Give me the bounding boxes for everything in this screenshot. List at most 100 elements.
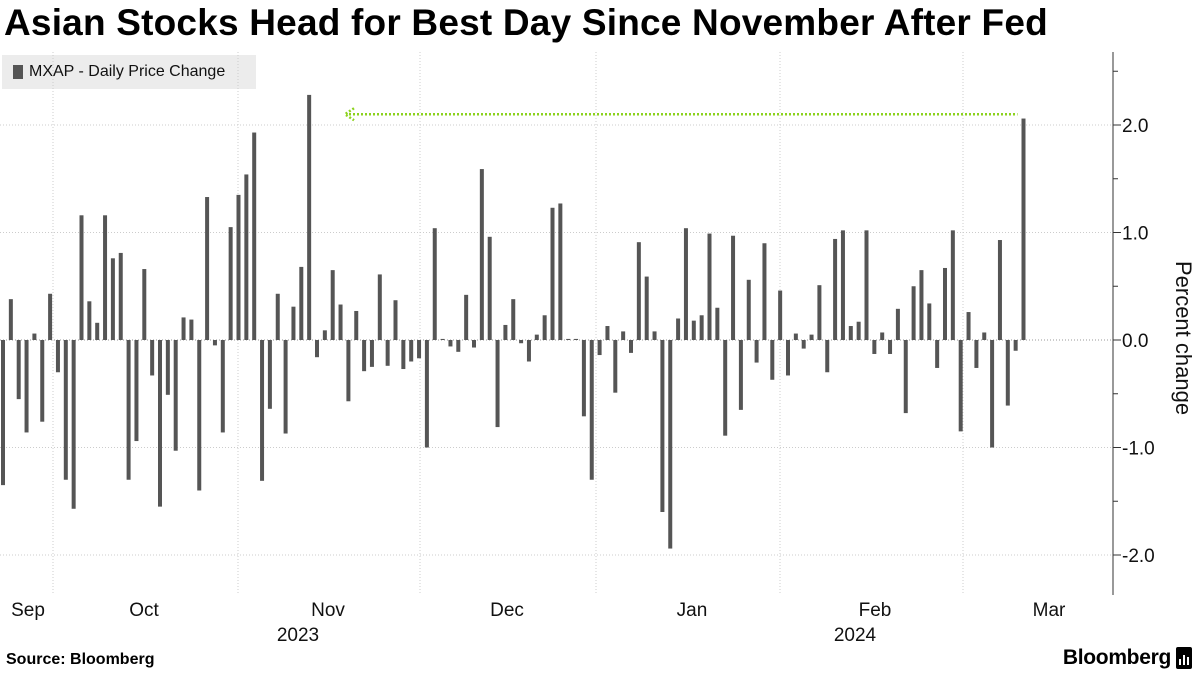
bar — [205, 197, 210, 340]
bar — [888, 340, 893, 354]
legend: MXAP - Daily Price Change — [2, 55, 256, 89]
bar — [566, 338, 571, 340]
bar — [283, 340, 288, 434]
bar — [542, 315, 547, 340]
bar — [95, 322, 100, 340]
bar — [71, 340, 76, 509]
bar — [911, 286, 916, 340]
bar — [589, 340, 594, 480]
bar — [738, 340, 743, 410]
bar — [770, 340, 775, 380]
annotation — [342, 107, 1018, 122]
bar — [377, 274, 382, 340]
bar — [574, 338, 579, 340]
bar — [613, 340, 618, 393]
bar — [440, 338, 445, 340]
x-month-label: Nov — [311, 600, 345, 621]
bar — [856, 321, 861, 340]
bar — [809, 334, 814, 340]
bar — [448, 340, 453, 347]
y-tick-label: -2.0 — [1122, 546, 1155, 567]
bar — [87, 301, 92, 340]
x-month-label: Jan — [677, 600, 708, 621]
bar — [723, 340, 728, 436]
bar — [401, 340, 406, 370]
bar — [903, 340, 908, 414]
bar — [212, 340, 217, 346]
bar — [927, 303, 932, 340]
bar — [597, 340, 602, 356]
bar — [511, 299, 516, 340]
bar — [534, 334, 539, 340]
bar — [581, 340, 586, 417]
bar — [32, 333, 37, 340]
bar — [307, 94, 312, 341]
bar — [519, 340, 524, 344]
bar-series — [1, 94, 1026, 549]
bar — [55, 340, 60, 373]
bar — [275, 293, 280, 340]
bar — [322, 330, 327, 340]
bar — [895, 308, 900, 340]
bar — [173, 340, 178, 451]
bar — [848, 326, 853, 340]
bar — [409, 340, 414, 362]
bar — [244, 174, 249, 340]
bar — [660, 340, 665, 512]
bar — [456, 340, 461, 352]
bar — [731, 235, 736, 340]
bar — [48, 293, 53, 340]
bar — [385, 340, 390, 366]
bar — [503, 324, 508, 340]
bar — [872, 340, 877, 354]
bar — [1005, 340, 1010, 406]
bar — [432, 228, 437, 340]
x-year-label: 2024 — [834, 625, 877, 646]
bar — [1, 340, 5, 486]
x-month-label: Sep — [11, 600, 45, 621]
legend-swatch — [13, 65, 23, 79]
bar — [479, 169, 484, 340]
bloomberg-logo: Bloomberg — [1063, 646, 1192, 670]
bar — [864, 230, 869, 340]
bar — [880, 332, 885, 340]
bar — [817, 285, 822, 340]
bar — [472, 340, 476, 348]
bar — [16, 340, 21, 400]
bar — [330, 270, 335, 340]
bar — [1021, 118, 1026, 340]
x-month-label: Dec — [490, 600, 524, 621]
bar — [550, 207, 555, 340]
x-year-label: 2023 — [277, 625, 319, 646]
bar — [825, 340, 830, 373]
bar — [558, 203, 563, 340]
bloomberg-chart-icon — [1176, 647, 1192, 669]
bar — [315, 340, 319, 358]
chart-title: Asian Stocks Head for Best Day Since Nov… — [4, 2, 1048, 43]
y-tick-label: 0.0 — [1122, 331, 1148, 352]
bar — [715, 307, 720, 340]
bar — [189, 319, 194, 340]
bar — [833, 238, 838, 340]
bar — [393, 300, 398, 340]
bar — [291, 306, 296, 340]
bar — [417, 340, 422, 359]
bar — [487, 236, 492, 340]
bar — [786, 340, 790, 376]
brand-name: Bloomberg — [1062, 646, 1171, 669]
bar — [220, 340, 225, 433]
bar — [338, 304, 343, 340]
bar — [754, 340, 759, 363]
bar — [24, 340, 29, 433]
bar — [150, 340, 155, 376]
y-axis-title: Percent change — [1171, 261, 1196, 415]
bar — [354, 310, 359, 340]
bar — [252, 132, 257, 340]
bar — [118, 252, 123, 340]
bar — [644, 276, 649, 340]
y-tick-label: 1.0 — [1122, 224, 1148, 245]
bar — [267, 340, 272, 409]
bar — [778, 290, 783, 340]
legend-label: MXAP - Daily Price Change — [29, 63, 226, 80]
